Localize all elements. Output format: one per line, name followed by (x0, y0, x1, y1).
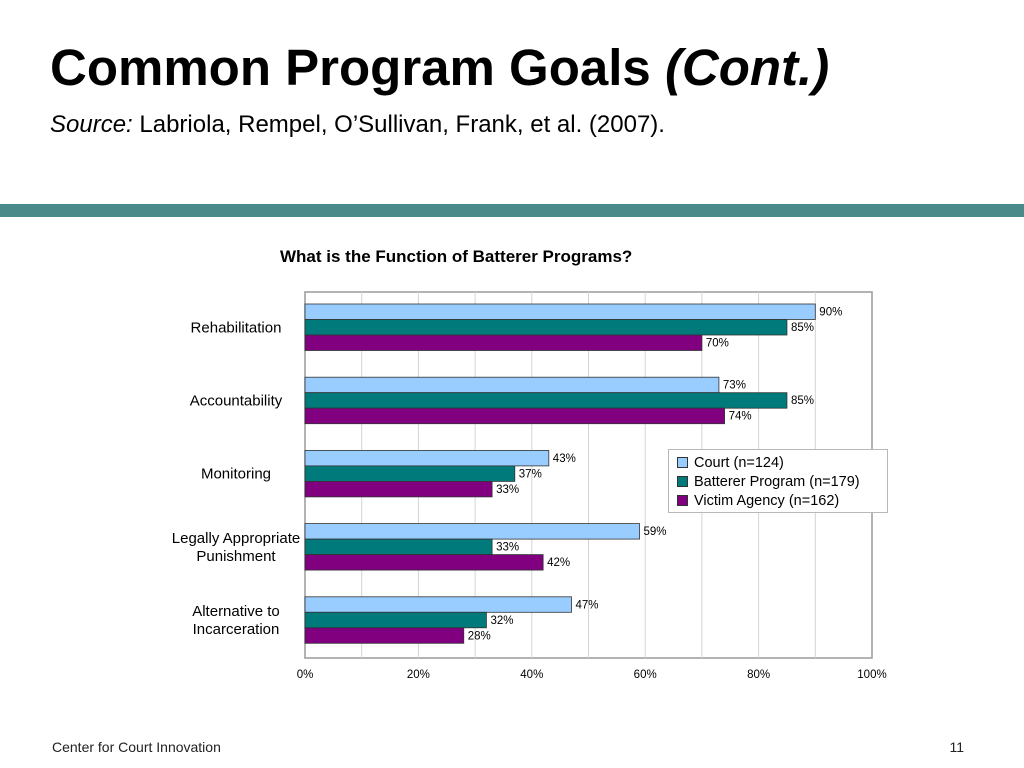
data-label: 42% (547, 557, 570, 569)
bar (304, 303, 816, 320)
legend-label-batterer-program: Batterer Program (n=179) (694, 473, 860, 490)
bar (304, 392, 788, 409)
source-text: Labriola, Rempel, O’Sullivan, Frank, et … (139, 111, 665, 138)
x-tick-label: 0% (297, 669, 314, 681)
chart-legend: Court (n=124) Batterer Program (n=179) V… (668, 449, 888, 513)
legend-item-court: Court (n=124) (677, 453, 879, 472)
x-tick-label: 80% (747, 669, 770, 681)
category-label-line: Incarceration (193, 621, 280, 638)
bar (304, 319, 788, 336)
data-label: 33% (496, 484, 519, 496)
category-label-line: Monitoring (201, 466, 271, 483)
footer-organization: Center for Court Innovation (52, 739, 221, 755)
category-label-line: Rehabilitation (191, 319, 282, 336)
legend-swatch-victim-agency (677, 495, 688, 506)
bar (304, 627, 465, 644)
category-label: Monitoring (201, 466, 271, 483)
bar (304, 334, 703, 351)
data-label: 70% (706, 338, 729, 350)
x-tick-label: 40% (520, 669, 543, 681)
page-number: 11 (949, 739, 964, 755)
category-label: Rehabilitation (191, 319, 282, 336)
category-label-line: Accountability (190, 392, 283, 409)
x-tick-label: 60% (634, 669, 657, 681)
data-label: 37% (519, 468, 542, 480)
category-label-line: Legally Appropriate (172, 530, 300, 547)
data-label: 85% (791, 395, 814, 407)
legend-item-batterer-program: Batterer Program (n=179) (677, 472, 879, 491)
bar (304, 480, 493, 498)
x-tick-label: 100% (857, 669, 886, 681)
bar (304, 407, 725, 425)
category-label: Accountability (190, 392, 283, 409)
bar (304, 538, 493, 555)
legend-swatch-court (677, 457, 688, 468)
bar (304, 554, 544, 571)
accent-divider (0, 204, 1024, 217)
legend-item-victim-agency: Victim Agency (n=162) (677, 491, 879, 510)
x-tick-label: 20% (407, 669, 430, 681)
bar (304, 611, 487, 629)
slide-title: Common Program Goals (Cont.) (50, 42, 829, 93)
legend-swatch-batterer-program (677, 476, 688, 487)
category-label: Alternative to Incarceration (192, 603, 280, 638)
bar (304, 465, 516, 482)
bar (304, 596, 572, 613)
category-label-line: Punishment (196, 548, 276, 565)
data-label: 74% (729, 411, 752, 423)
chart-title: What is the Function of Batterer Program… (280, 247, 633, 266)
data-label: 85% (791, 322, 814, 334)
category-label: Legally Appropriate Punishment (172, 530, 300, 565)
source-citation: Source: Labriola, Rempel, O’Sullivan, Fr… (50, 111, 665, 139)
title-main: Common Program Goals (50, 39, 651, 96)
legend-label-victim-agency: Victim Agency (n=162) (694, 492, 840, 509)
legend-label-court: Court (n=124) (694, 454, 784, 471)
data-label: 32% (490, 615, 513, 627)
data-label: 33% (496, 542, 519, 554)
bar (304, 523, 640, 540)
title-cont: (Cont.) (664, 39, 830, 96)
data-label: 73% (723, 380, 746, 392)
data-label: 43% (553, 453, 576, 465)
category-label-line: Alternative to (192, 603, 280, 620)
data-label: 59% (644, 526, 667, 538)
data-label: 90% (819, 307, 842, 319)
data-label: 47% (575, 599, 598, 611)
bar (304, 376, 720, 394)
source-label: Source: (50, 111, 133, 138)
bar (304, 449, 550, 467)
data-label: 28% (468, 630, 491, 642)
